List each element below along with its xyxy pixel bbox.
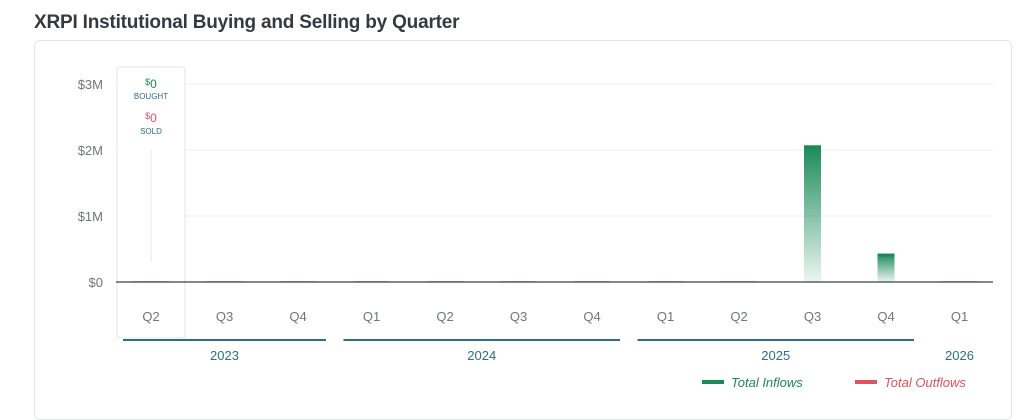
- inflow-bar[interactable]: [877, 253, 895, 282]
- tooltip-sold-value: $0: [145, 111, 157, 125]
- inflow-bar[interactable]: [804, 145, 821, 282]
- x-tick-label: Q3: [216, 309, 233, 324]
- year-label: 2023: [210, 348, 239, 363]
- x-tick-label: Q1: [951, 309, 968, 324]
- tooltip-bought-value: $0: [145, 77, 157, 91]
- tooltip-bought-label: BOUGHT: [134, 92, 168, 101]
- year-label: 2024: [467, 348, 496, 363]
- year-label: 2026: [945, 348, 974, 363]
- y-tick-label: $3M: [78, 77, 103, 92]
- legend-label[interactable]: Total Outflows: [884, 375, 966, 390]
- x-tick-label: Q3: [510, 309, 527, 324]
- y-tick-label: $2M: [78, 143, 103, 158]
- x-tick-label: Q4: [583, 309, 600, 324]
- year-label: 2025: [761, 348, 790, 363]
- x-tick-label: Q4: [289, 309, 306, 324]
- x-tick-label: Q2: [436, 309, 453, 324]
- y-tick-label: $1M: [78, 209, 103, 224]
- chart-title: XRPI Institutional Buying and Selling by…: [34, 12, 460, 33]
- inflow-bar-cap: [804, 145, 821, 149]
- chart-card: [34, 40, 1012, 420]
- x-tick-label: Q1: [657, 309, 674, 324]
- x-tick-label: Q2: [730, 309, 747, 324]
- x-tick-label: Q3: [804, 309, 821, 324]
- x-tick-label: Q2: [142, 309, 159, 324]
- y-tick-label: $0: [89, 275, 103, 290]
- x-tick-label: Q4: [877, 309, 894, 324]
- legend-label[interactable]: Total Inflows: [731, 375, 803, 390]
- inflow-bar-cap: [877, 253, 895, 257]
- legend-swatch: [855, 380, 877, 384]
- tooltip-sold-label: SOLD: [140, 127, 162, 136]
- legend-swatch: [702, 380, 724, 384]
- x-tick-label: Q1: [363, 309, 380, 324]
